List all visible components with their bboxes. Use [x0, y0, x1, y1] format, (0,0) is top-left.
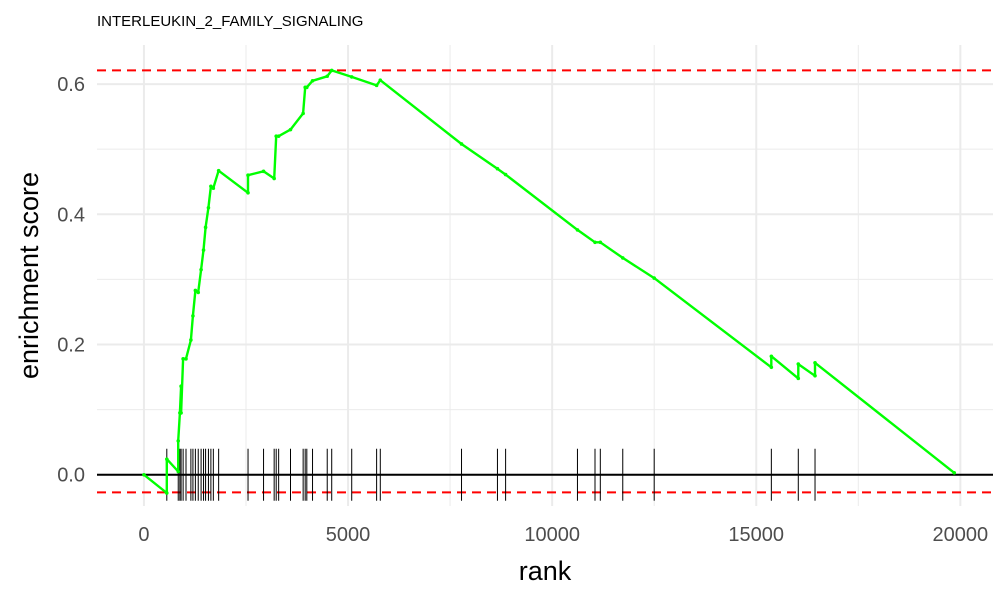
es-point: [378, 78, 383, 82]
es-point: [191, 314, 195, 318]
es-point: [179, 384, 183, 388]
x-tick-label: 10000: [524, 524, 580, 546]
es-point: [193, 288, 198, 293]
x-tick-label: 15000: [728, 524, 784, 546]
es-point: [769, 365, 774, 370]
es-point: [620, 256, 625, 260]
es-point: [196, 290, 201, 295]
es-point: [184, 357, 188, 361]
x-tick-label: 5000: [326, 524, 371, 546]
es-point: [181, 357, 185, 361]
es-point: [813, 360, 817, 365]
es-point: [261, 169, 266, 174]
es-line-layer: [142, 68, 957, 495]
es-point: [165, 491, 169, 495]
es-point: [179, 411, 183, 415]
es-point: [211, 186, 216, 191]
enrichment-score-line: [143, 69, 955, 495]
es-point: [769, 354, 774, 359]
es-point: [593, 240, 597, 245]
x-axis-title: rank: [519, 556, 572, 586]
es-point: [495, 166, 500, 171]
chart-title: INTERLEUKIN_2_FAMILY_SIGNALING: [97, 13, 364, 30]
es-point: [952, 470, 957, 475]
y-tick-label: 0.0: [57, 465, 85, 487]
es-point: [272, 176, 276, 181]
grid-layer: [97, 45, 993, 506]
es-point: [189, 338, 193, 342]
es-point: [796, 376, 801, 381]
es-point: [301, 111, 305, 116]
es-point: [246, 173, 250, 178]
es-point: [203, 225, 208, 230]
es-point: [310, 79, 315, 83]
y-tick-label: 0.2: [57, 335, 85, 357]
x-tick-label: 0: [138, 524, 149, 546]
es-point: [206, 205, 211, 210]
es-point: [288, 127, 293, 132]
es-point: [575, 228, 580, 232]
es-point: [325, 74, 330, 79]
es-point: [216, 168, 221, 173]
es-point: [142, 472, 146, 477]
axis-labels: 0.0 0.2 0.4 0.6 0 5000 10000 15000 20000 rank enri…: [14, 74, 988, 586]
y-tick-label: 0.4: [57, 204, 85, 226]
es-point: [276, 134, 281, 138]
es-point: [813, 373, 817, 378]
es-point: [165, 457, 169, 461]
es-point: [329, 68, 334, 73]
y-axis-title: enrichment score: [14, 172, 44, 379]
es-point: [374, 83, 379, 88]
x-tick-label: 20000: [933, 524, 989, 546]
es-point: [349, 75, 354, 79]
es-point: [209, 184, 213, 189]
es-point: [201, 248, 206, 252]
es-point: [652, 276, 656, 280]
es-point: [176, 469, 181, 474]
y-tick-label: 0.6: [57, 74, 85, 96]
es-point: [796, 362, 801, 366]
es-point: [246, 191, 250, 195]
es-point: [305, 85, 309, 90]
es-point: [176, 439, 181, 443]
es-point: [598, 240, 603, 245]
es-point: [503, 172, 508, 177]
es-point: [199, 267, 203, 272]
hit-ticks: [166, 448, 816, 501]
es-point: [459, 142, 464, 146]
